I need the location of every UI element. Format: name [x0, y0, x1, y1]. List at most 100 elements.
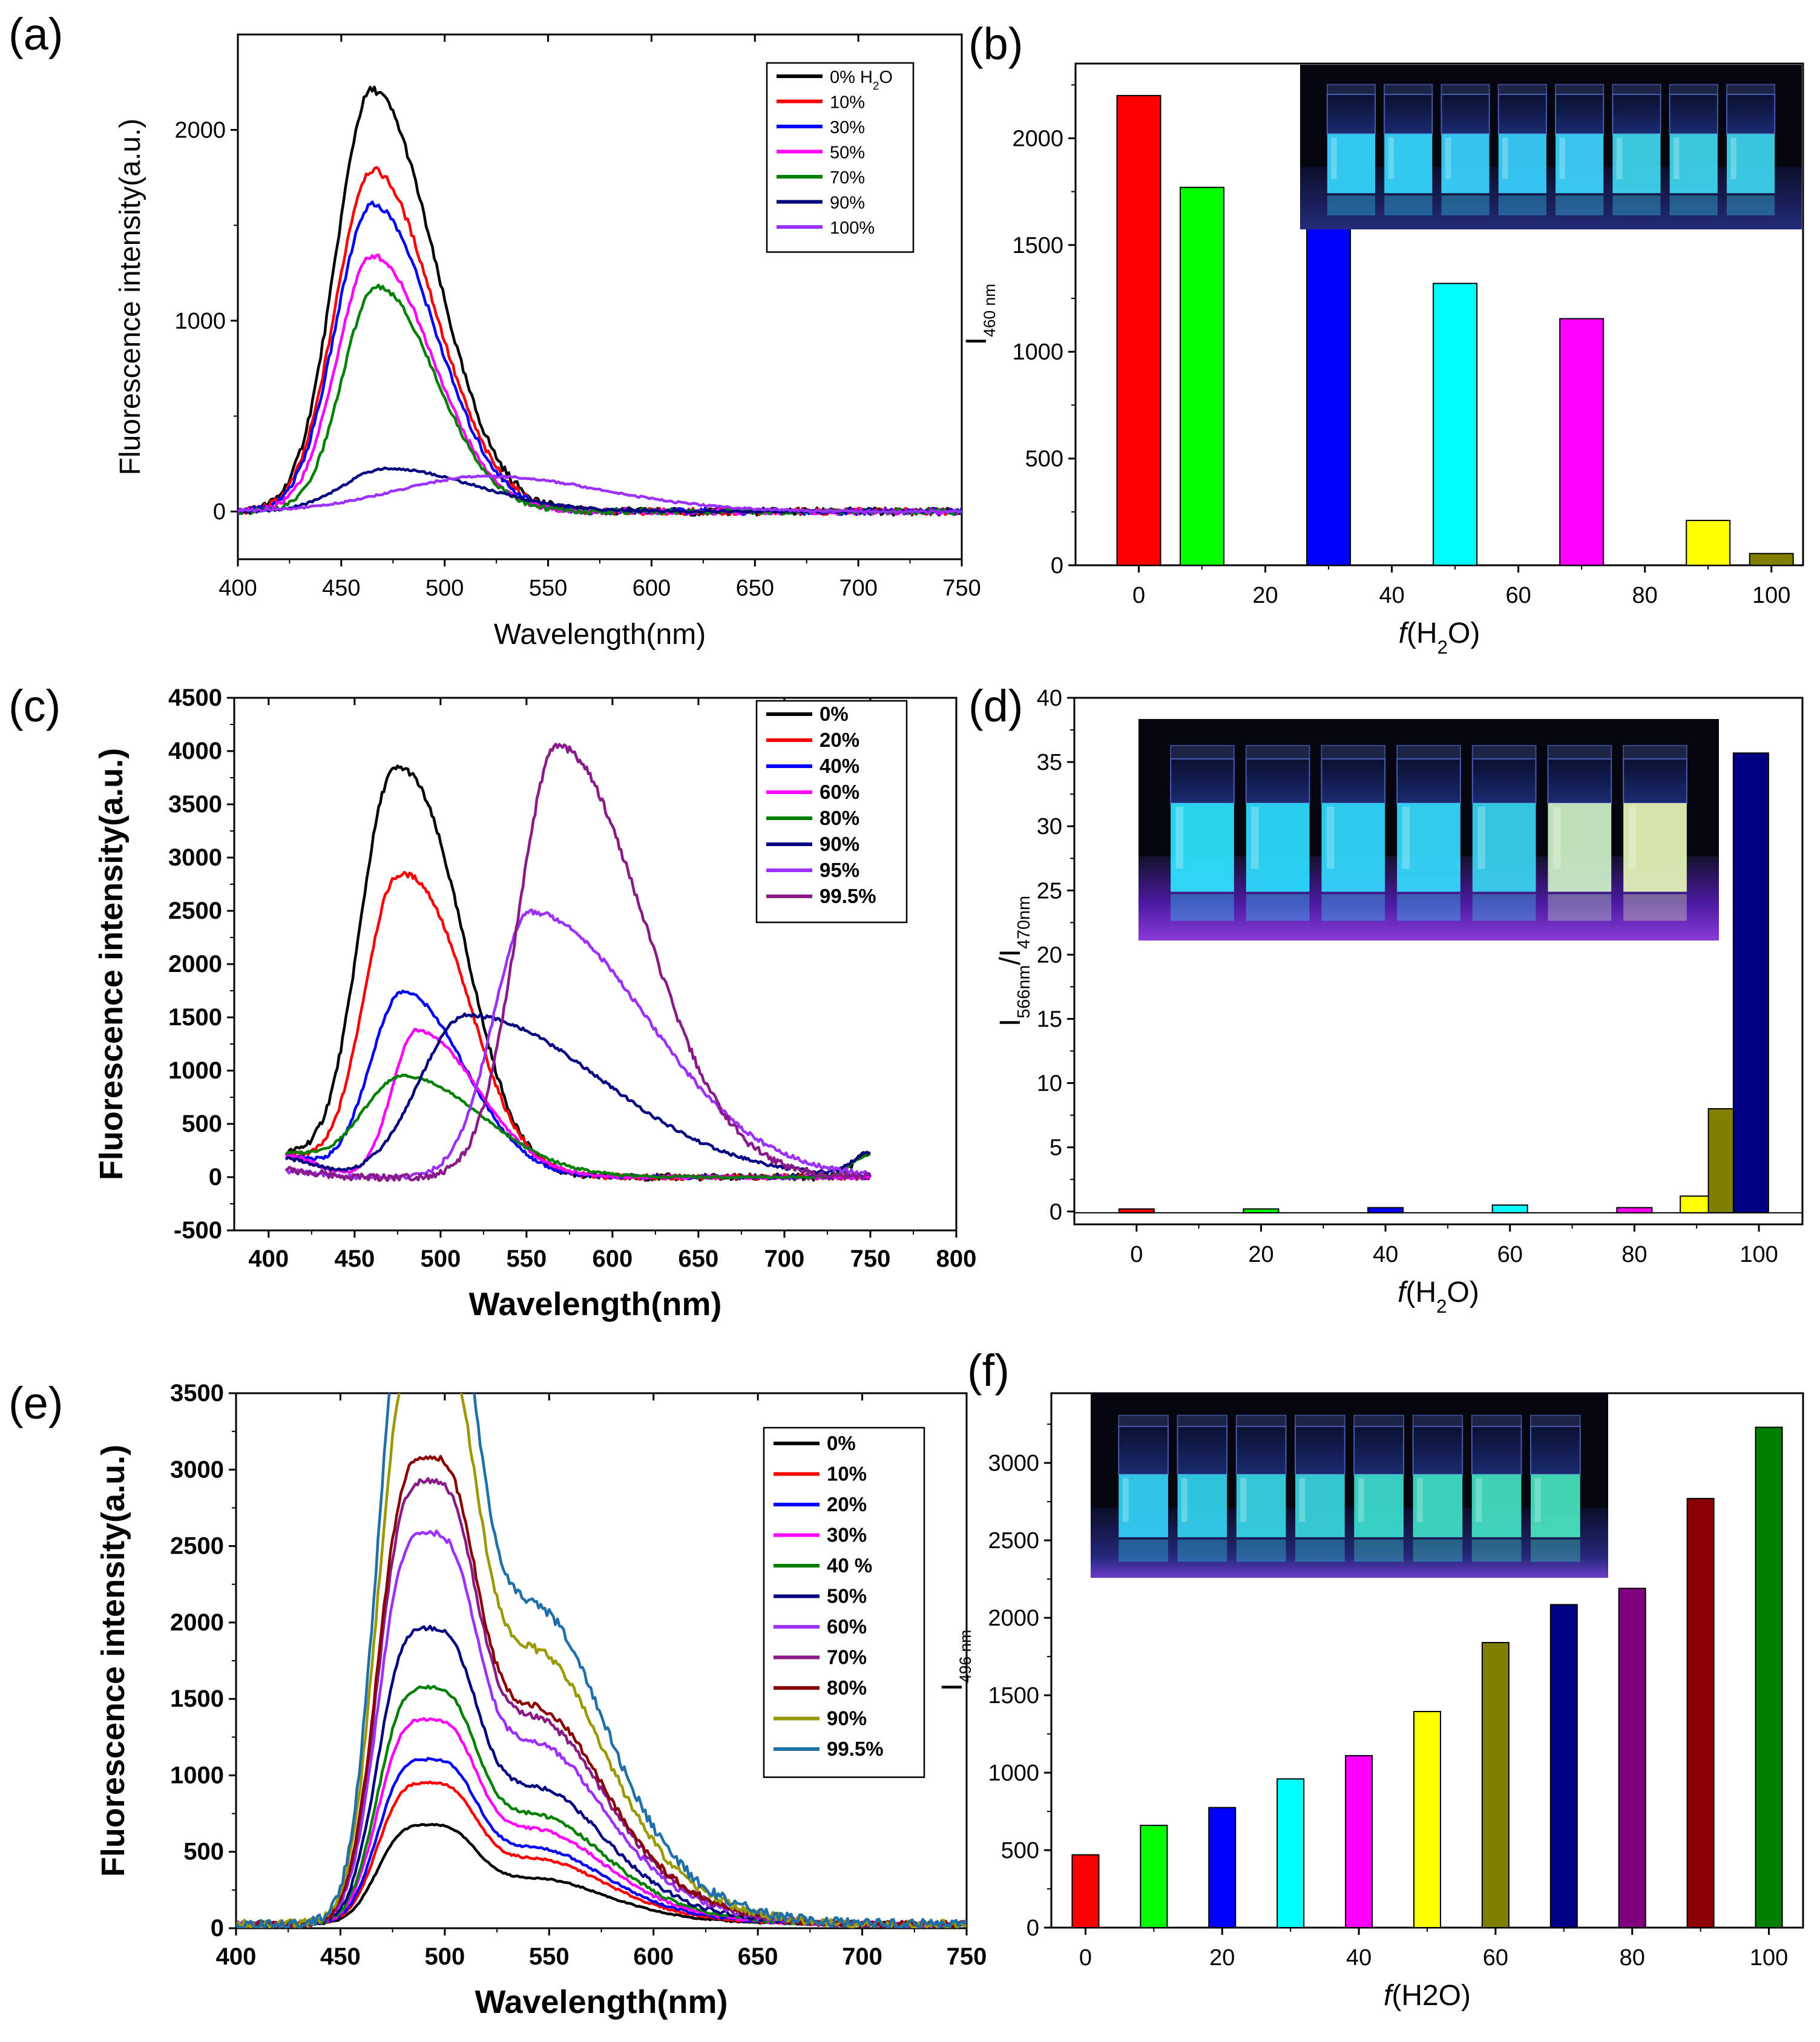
vial-cap: [1396, 744, 1461, 760]
vial-reflection: [1531, 1539, 1580, 1562]
vial-highlight: [1502, 137, 1508, 179]
vial-glass: [1471, 1425, 1522, 1476]
legend-label: 10%: [827, 1463, 867, 1485]
vial-cap: [1471, 744, 1537, 760]
vial-cap: [1177, 1414, 1228, 1427]
vial-reflection: [1669, 195, 1718, 215]
legend-label: 100%: [830, 218, 875, 238]
legend-label: 0%: [827, 1432, 856, 1454]
x-tick-label: 650: [738, 1943, 778, 1970]
vial-cap: [1530, 1414, 1581, 1427]
legend-label: 20%: [820, 729, 859, 751]
series-line-5: [284, 1012, 871, 1175]
bar: [1749, 553, 1794, 566]
vial-highlight: [1402, 807, 1410, 869]
vial-liquid: [1321, 803, 1385, 892]
vial-liquid: [1384, 134, 1433, 194]
vial-liquid: [1327, 134, 1376, 194]
legend-label: 30%: [830, 118, 865, 137]
vial-reflection: [1556, 195, 1604, 215]
panel-letter: (f): [967, 1345, 1010, 1396]
y-tick-label: 1000: [988, 1761, 1039, 1786]
vial-cap: [1726, 84, 1776, 95]
x-tick-label: 400: [248, 1246, 289, 1272]
vial-reflection: [1246, 894, 1310, 921]
vial-cap: [1295, 1414, 1345, 1427]
vial-liquid: [1397, 803, 1460, 892]
x-tick-label: 700: [839, 576, 877, 601]
photo-inset: [1091, 1393, 1608, 1578]
vial-highlight: [1445, 137, 1451, 179]
series-line-8: [236, 1454, 967, 1928]
vial-glass: [1555, 93, 1605, 135]
bars: [1116, 94, 1794, 566]
x-axis-label: Wavelength(nm): [475, 1984, 728, 2020]
vial-highlight: [1534, 1478, 1541, 1522]
vial-highlight: [1477, 807, 1485, 869]
y-tick-label: 4500: [168, 684, 222, 711]
bar: [1616, 1207, 1653, 1213]
x-tick-label: 80: [1632, 583, 1658, 608]
chart-panel-a: 400 450 500 550 600 650 700 750 0 1000 2000 (a) Wave…: [8, 9, 981, 651]
y-tick-label: 25: [1037, 878, 1062, 904]
legend-frame: [755, 700, 908, 924]
vial-glass: [1321, 758, 1386, 804]
vial-liquid: [1498, 134, 1546, 194]
y-tick-label: 1500: [168, 1004, 222, 1031]
vial-liquid: [1413, 1474, 1463, 1537]
vial-liquid: [1246, 803, 1310, 892]
vial-cap: [1497, 84, 1547, 95]
vial-reflection: [1321, 894, 1385, 921]
legend-frame: [766, 62, 915, 253]
x-tick-label: 60: [1506, 583, 1531, 608]
inset-floor: [1300, 166, 1802, 229]
vial-glass: [1669, 93, 1718, 135]
vial-cap: [1353, 1414, 1404, 1427]
vial-liquid: [1171, 803, 1234, 892]
bar: [1433, 283, 1478, 566]
legend: 0% 20% 40% 60% 80% 90% 95% 99.5%: [755, 700, 908, 924]
y-tick-label: 0: [213, 499, 226, 525]
vial-highlight: [1326, 807, 1335, 869]
x-axis-label: f(H2O): [1399, 617, 1480, 658]
photo-inset: [1138, 719, 1719, 941]
vial-reflection: [1623, 894, 1687, 921]
x-axis-label: f(H2O): [1398, 1276, 1479, 1317]
y-axis-label: Fluorescence intensity(a.u.): [93, 748, 130, 1180]
y-tick-label: 40: [1037, 686, 1062, 711]
vial-reflection: [1472, 894, 1536, 921]
y-tick-label: 500: [182, 1111, 222, 1137]
vial-glass: [1177, 1425, 1228, 1476]
vial-highlight: [1299, 1478, 1306, 1522]
legend-label: 0%: [820, 703, 849, 725]
vial-highlight: [1559, 137, 1565, 179]
vial-cap: [1612, 84, 1661, 95]
y-tick-label: 3000: [988, 1451, 1039, 1476]
legend-label: 40%: [820, 755, 859, 777]
y-tick-label: 2000: [168, 951, 222, 977]
vial-glass: [1612, 93, 1661, 135]
x-tick-label: 500: [425, 576, 464, 601]
bar: [1140, 1825, 1168, 1929]
x-tick-label: 650: [736, 576, 774, 601]
bar: [1559, 318, 1605, 566]
plot-frame: [1073, 697, 1804, 1226]
vial-highlight: [1730, 137, 1736, 179]
y-tick-label: 3500: [168, 791, 222, 818]
x-tick-label: 550: [507, 1246, 547, 1272]
chart-panel-e: 400 450 500 550 600 650 700 750 0 500 1000 1500 2000…: [8, 1378, 987, 2020]
vial-liquid: [1556, 134, 1604, 194]
x-tick-label: 600: [633, 1943, 674, 1970]
legend-label: 40 %: [827, 1554, 872, 1577]
legend: 0% 10% 20% 30% 40 % 50% 60% 70% 80% 90% 99.5%: [763, 1426, 925, 1778]
vial-reflection: [1612, 195, 1661, 215]
vial-highlight: [1358, 1478, 1364, 1522]
y-tick-label: 2000: [988, 1606, 1039, 1631]
vial-reflection: [1726, 195, 1775, 215]
chart-panel-b: 0 20 40 60 80 1000500100015002000(b)f(H2O)I46…: [961, 19, 1804, 658]
bar: [1071, 1854, 1100, 1929]
y-tick-label: -500: [174, 1217, 222, 1244]
bar: [1306, 223, 1352, 566]
x-tick-label: 20: [1252, 583, 1278, 608]
y-axis-label: I496 nm: [936, 1630, 974, 1691]
